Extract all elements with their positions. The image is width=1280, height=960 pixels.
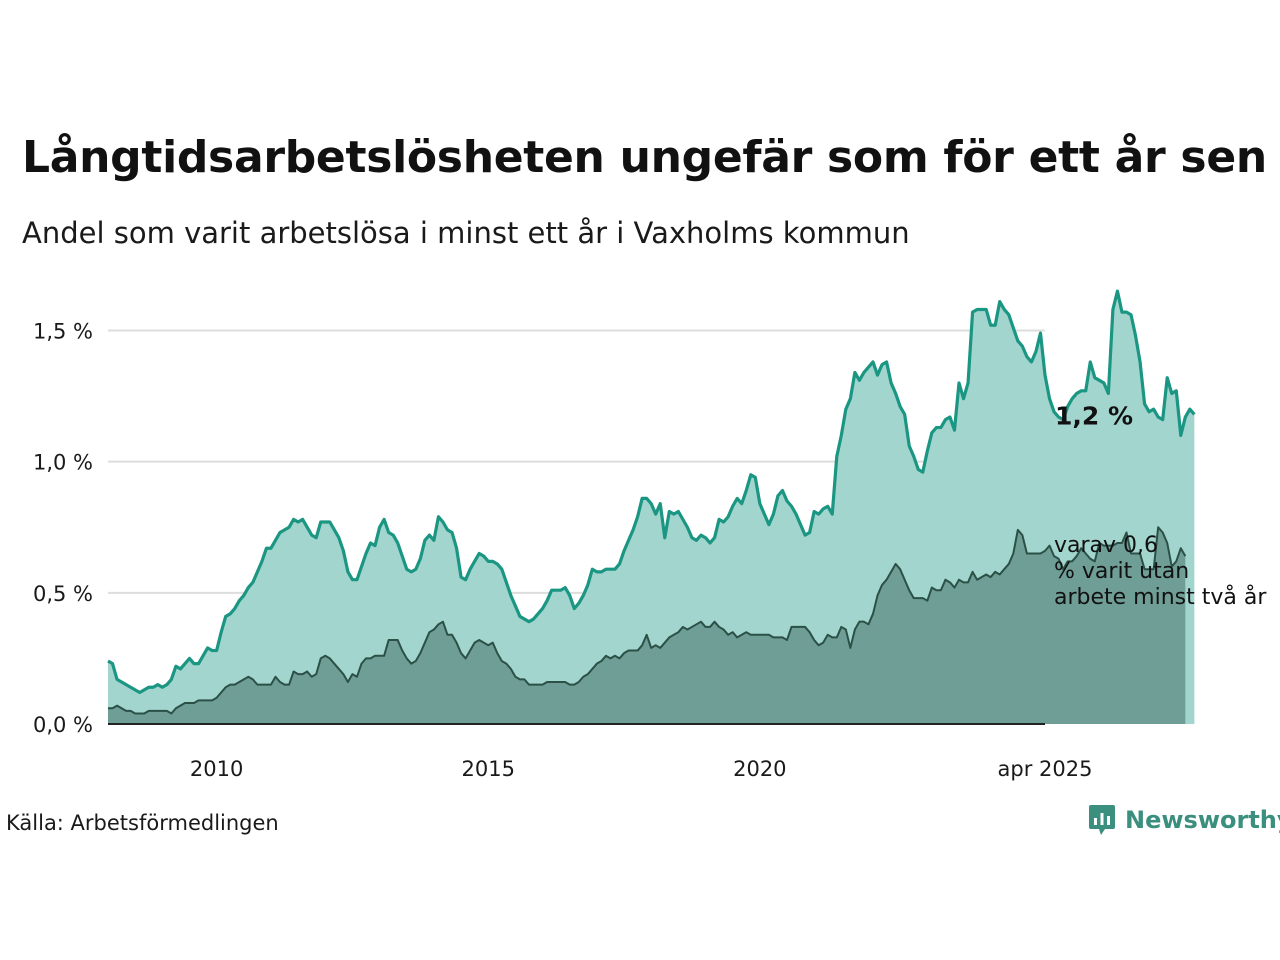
newsworthy-logo-icon bbox=[1089, 805, 1115, 835]
x-tick-label: 2020 bbox=[733, 757, 786, 781]
series-end-label-two-year: varav 0,6% varit utan arbete minst två år bbox=[1054, 533, 1267, 610]
x-tick-label: apr 2025 bbox=[998, 757, 1093, 781]
series-labels: 1,2 % varav 0,6% varit utan arbete minst t… bbox=[1054, 401, 1267, 610]
y-tick-label: 1,0 % bbox=[33, 451, 93, 475]
page-title: Långtidsarbetslösheten ungefär som för e… bbox=[22, 132, 1267, 183]
series-line-two-year bbox=[108, 526, 1187, 715]
series-end-label-line: % varit utan bbox=[1054, 559, 1189, 584]
y-tick-label: 1,5 % bbox=[33, 319, 93, 343]
axis-labels: 0,0 % 0,5 % 1,0 % 1,5 % 2010 2015 2020 apr 2025 bbox=[33, 319, 1093, 781]
brand-logo: Newsworthy bbox=[1088, 804, 1280, 836]
series-end-label-total: 1,2 % bbox=[1055, 401, 1133, 430]
series-area-two-year bbox=[108, 527, 1186, 724]
series-end-label-line: arbete minst två år bbox=[1054, 584, 1267, 610]
x-tick-label: 2015 bbox=[462, 757, 515, 781]
chart-areas bbox=[107, 289, 1196, 724]
page-subtitle: Andel som varit arbetslösa i minst ett å… bbox=[22, 216, 910, 250]
y-tick-label: 0,5 % bbox=[33, 582, 93, 606]
x-tick-label: 2010 bbox=[190, 757, 243, 781]
source-note: Källa: Arbetsförmedlingen bbox=[6, 811, 279, 835]
series-line-total bbox=[107, 289, 1196, 695]
series-end-label-line: varav 0,6 bbox=[1054, 533, 1158, 558]
brand-name: Newsworthy bbox=[1125, 806, 1280, 834]
y-tick-label: 0,0 % bbox=[33, 713, 93, 737]
